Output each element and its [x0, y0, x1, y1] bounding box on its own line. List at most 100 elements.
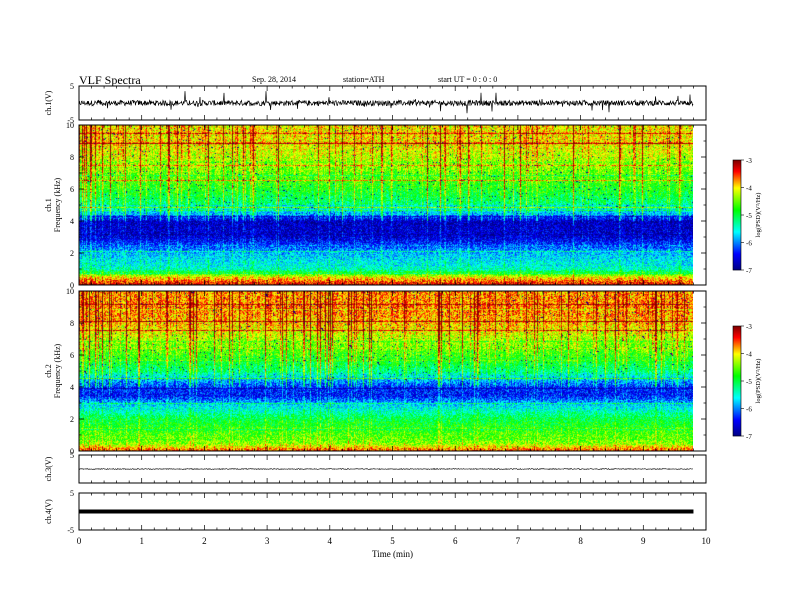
colorbar-swatch [733, 327, 741, 329]
colorbar-swatch [733, 227, 741, 229]
colorbar-swatch [733, 346, 741, 348]
colorbar-swatch [733, 426, 741, 428]
colorbar-swatch [733, 263, 741, 265]
y-tick-label: 2 [70, 249, 74, 258]
colorbar-swatch [733, 224, 741, 226]
waveform-axis-label: ch.4(V) [44, 499, 53, 524]
start-ut-label: start UT = 0 : 0 : 0 [438, 75, 498, 84]
colorbar-swatch [733, 190, 741, 192]
colorbar-tick-label: -4 [746, 185, 752, 193]
colorbar-swatch [733, 400, 741, 402]
colorbar-swatch [733, 422, 741, 424]
colorbar-swatch [733, 229, 741, 231]
colorbar-swatch [733, 219, 741, 221]
colorbar-swatch [733, 206, 741, 208]
colorbar-swatch [733, 235, 741, 237]
y-tick-label: 4 [70, 217, 74, 226]
colorbar-swatch [733, 260, 741, 262]
colorbar-swatch [733, 160, 741, 162]
colorbar-swatch [733, 261, 741, 263]
colorbar-swatch [733, 174, 741, 176]
colorbar-swatch [733, 351, 741, 353]
colorbar-swatch [733, 237, 741, 239]
colorbar-swatch [733, 171, 741, 173]
colorbar-swatch [733, 166, 741, 168]
colorbar-swatch [733, 262, 741, 264]
colorbar-swatch [733, 205, 741, 207]
colorbar-swatch [733, 254, 741, 256]
colorbar-swatch [733, 360, 741, 362]
colorbar-swatch [733, 402, 741, 404]
colorbar-swatch [733, 246, 741, 248]
colorbar-swatch [733, 345, 741, 347]
colorbar-swatch [733, 373, 741, 375]
colorbar-swatch [733, 382, 741, 384]
colorbar-swatch [733, 350, 741, 352]
colorbar-swatch [733, 200, 741, 202]
colorbar-swatch [733, 396, 741, 398]
colorbar-swatch [733, 430, 741, 432]
channel-label: ch.1 [44, 198, 53, 212]
colorbar-swatch [733, 368, 741, 370]
colorbar-swatch [733, 245, 741, 247]
colorbar-swatch [733, 328, 741, 330]
colorbar-swatch [733, 384, 741, 386]
colorbar-swatch [733, 339, 741, 341]
colorbar-swatch [733, 425, 741, 427]
frequency-axis-label: Frequency (kHz) [53, 343, 62, 398]
colorbar-swatch [733, 241, 741, 243]
colorbar-swatch [733, 394, 741, 396]
y-tick-label: 0 [70, 281, 74, 290]
y-tick-label: 5 [70, 451, 74, 460]
colorbar-swatch [733, 210, 741, 212]
colorbar-swatch [733, 398, 741, 400]
colorbar-swatch [733, 247, 741, 249]
colorbar-swatch [733, 326, 741, 328]
colorbar-tick-label: -4 [746, 351, 752, 359]
colorbar-swatch [733, 238, 741, 240]
colorbar-swatch [733, 177, 741, 179]
colorbar-swatch [733, 259, 741, 261]
colorbar-tick-label: -6 [746, 406, 752, 414]
colorbar-swatch [733, 367, 741, 369]
colorbar-swatch [733, 214, 741, 216]
y-tick-label: 8 [70, 319, 74, 328]
colorbar-swatch [733, 388, 741, 390]
colorbar-swatch [733, 353, 741, 355]
colorbar-swatch [733, 207, 741, 209]
colorbar-swatch [733, 363, 741, 365]
colorbar-swatch [733, 407, 741, 409]
colorbar-swatch [733, 343, 741, 345]
y-tick-label: 5 [70, 489, 74, 498]
colorbar-swatch [733, 383, 741, 385]
colorbar-swatch [733, 334, 741, 336]
colorbar-swatch [733, 267, 741, 269]
colorbar-tick-label: -5 [746, 212, 752, 220]
colorbar-swatch [733, 429, 741, 431]
colorbar-swatch [733, 390, 741, 392]
x-axis-label: Time (min) [372, 549, 413, 559]
colorbar-swatch [733, 392, 741, 394]
ch1-waveform-trace [78, 91, 694, 114]
colorbar-swatch [733, 193, 741, 195]
colorbar-tick-label: -7 [746, 433, 752, 441]
colorbar-swatch [733, 212, 741, 214]
colorbar-swatch [733, 399, 741, 401]
colorbar-swatch [733, 381, 741, 383]
ch3-waveform-trace [78, 468, 694, 470]
colorbar-swatch [733, 192, 741, 194]
colorbar-swatch [733, 336, 741, 338]
colorbar-swatch [733, 211, 741, 213]
colorbar-swatch [733, 251, 741, 253]
colorbar-swatch [733, 419, 741, 421]
colorbar-swatch [733, 418, 741, 420]
y-tick-label: 5 [70, 82, 74, 91]
colorbar-tick-label: -5 [746, 378, 752, 386]
colorbar-swatch [733, 189, 741, 191]
x-tick-label: 0 [77, 536, 82, 546]
colorbar-swatch [733, 408, 741, 410]
colorbar-swatch [733, 188, 741, 190]
colorbar-swatch [733, 240, 741, 242]
colorbar-swatch [733, 232, 741, 234]
